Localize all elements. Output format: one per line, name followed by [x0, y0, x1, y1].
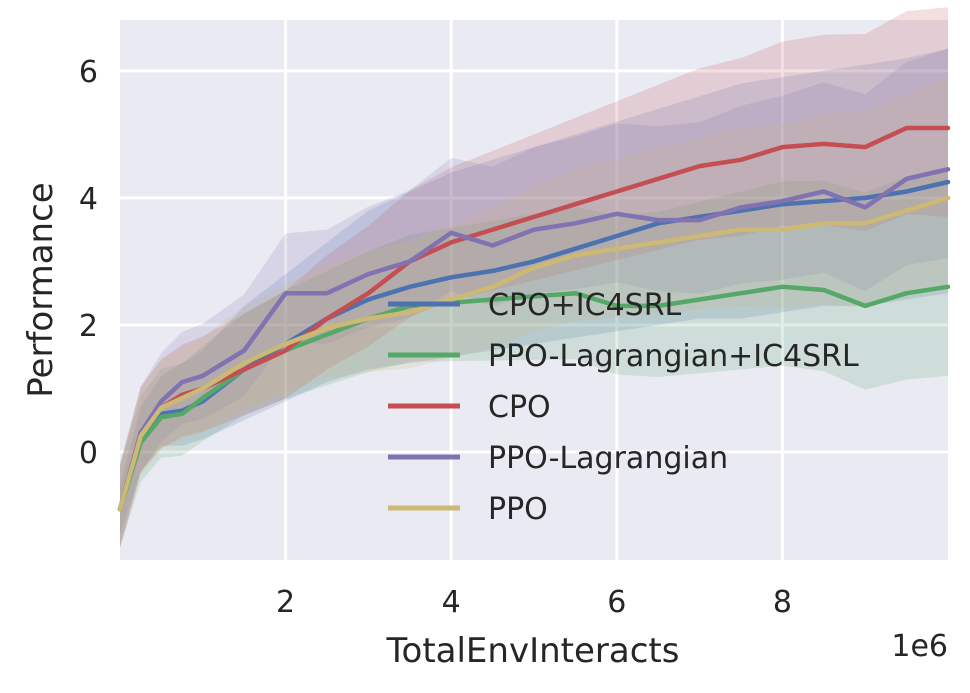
band-ppo-lagrangian: [120, 48, 948, 548]
legend: CPO+IC4SRL PPO-Lagrangian+IC4SRL CPO PPO-La…: [388, 288, 859, 527]
series-line-ppo-lagrangian: [117, 167, 951, 512]
y-tick-labels: 0 2 4 6: [79, 55, 98, 471]
band-cpo-ic4srl: [120, 48, 948, 535]
x-axis-label: TotalEnvInteracts: [386, 631, 680, 671]
legend-label-cpo-ic4srl: CPO+IC4SRL: [488, 288, 682, 323]
legend-label-cpo: CPO: [488, 390, 551, 425]
x-tick-label: 4: [442, 585, 461, 620]
grid: [120, 20, 948, 560]
x-scale-label: 1e6: [891, 629, 948, 664]
x-tick-label: 8: [773, 585, 792, 620]
y-tick-label: 2: [79, 309, 98, 344]
series-line-ppo: [117, 195, 951, 512]
confidence-bands: [120, 7, 948, 548]
y-tick-label: 6: [79, 55, 98, 90]
band-ppo: [120, 77, 948, 548]
legend-label-ppo-lagrangian-ic4srl: PPO-Lagrangian+IC4SRL: [488, 339, 859, 374]
legend-label-ppo: PPO: [488, 492, 548, 527]
y-tick-label: 4: [79, 182, 98, 217]
y-tick-label: 0: [79, 436, 98, 471]
band-cpo: [120, 7, 948, 548]
band-ppo-lagrangian-ic4srl: [120, 166, 948, 548]
legend-label-ppo-lagrangian: PPO-Lagrangian: [488, 441, 728, 476]
series-line-ppo-lagrangian-ic4srl: [117, 284, 951, 512]
x-tick-labels: 2 4 6 8: [276, 585, 792, 620]
series-lines: [117, 125, 951, 512]
x-tick-label: 6: [607, 585, 626, 620]
x-tick-label: 2: [276, 585, 295, 620]
y-axis-label: Performance: [21, 182, 61, 397]
